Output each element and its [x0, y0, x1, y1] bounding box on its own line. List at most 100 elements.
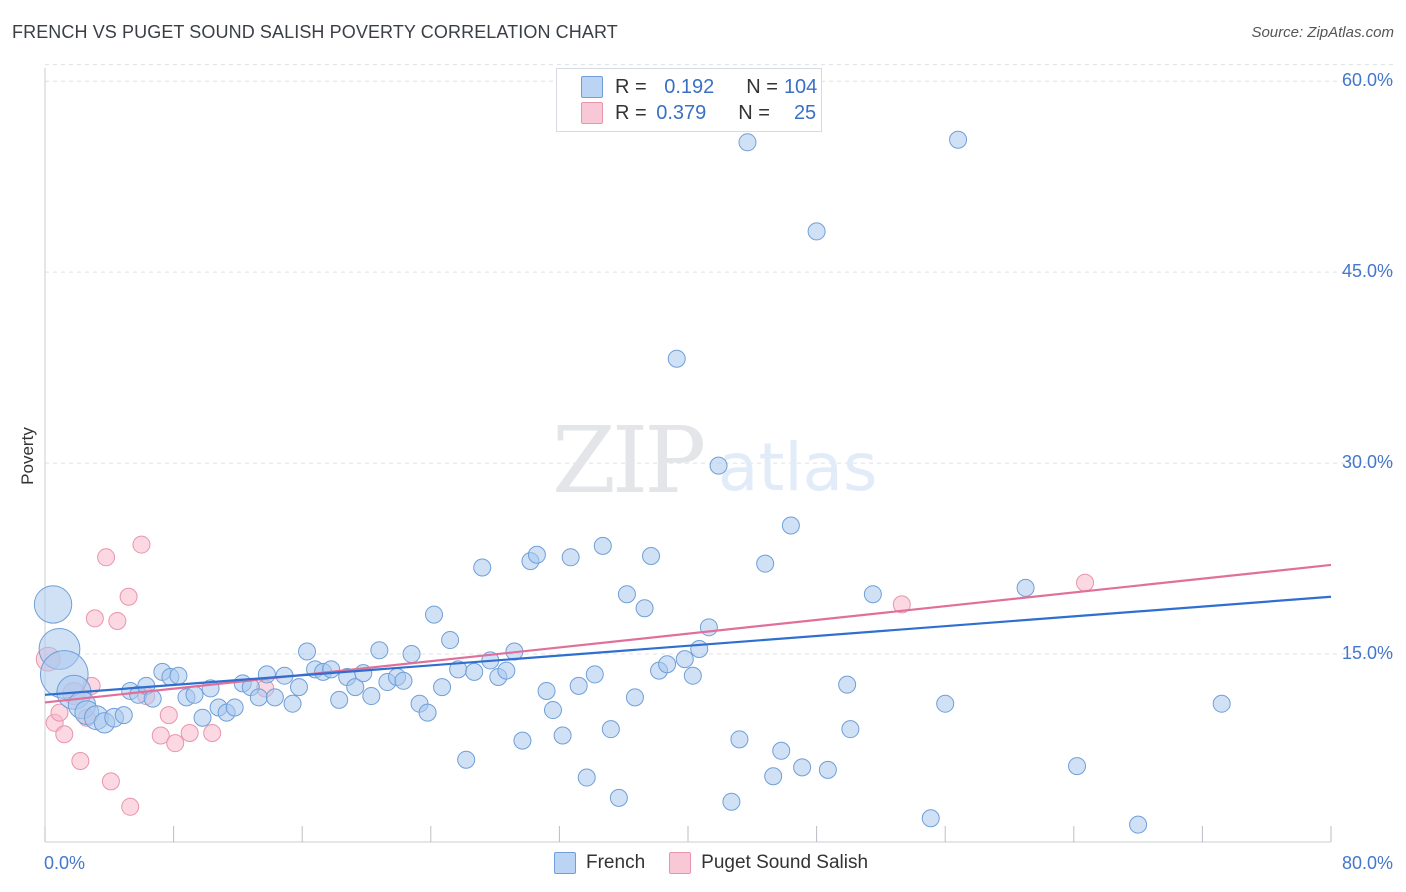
french-point — [114, 706, 133, 725]
french-point — [1016, 578, 1035, 597]
french-point — [756, 554, 775, 573]
french-point — [617, 585, 636, 604]
salish-point — [108, 611, 127, 630]
series-legend: French Puget Sound Salish — [554, 852, 892, 874]
french-point — [949, 130, 968, 149]
salish-point — [151, 726, 170, 745]
french-point — [465, 662, 484, 681]
french-point — [497, 661, 516, 680]
french-point — [863, 585, 882, 604]
watermark-zip: ZIP — [552, 407, 703, 514]
salish-n-label: N = — [738, 101, 770, 124]
salish-point — [1076, 573, 1095, 592]
french-point — [543, 701, 562, 720]
french-point — [635, 599, 654, 618]
french-point — [225, 698, 244, 717]
salish-point — [203, 723, 222, 742]
french-point — [330, 690, 349, 709]
french-point — [561, 548, 580, 567]
salish-swatch — [581, 102, 603, 124]
y-tick-label: 60.0% — [1342, 70, 1393, 90]
french-point — [841, 720, 860, 739]
french-point — [346, 678, 365, 697]
grid-lines — [45, 64, 1395, 655]
french-point — [936, 694, 955, 713]
french-point — [593, 536, 612, 555]
french-r-label: R = — [615, 75, 647, 98]
y-axis-label: Poverty — [18, 427, 37, 485]
french-point — [362, 687, 381, 706]
french-point — [838, 675, 857, 694]
french-point — [370, 641, 389, 660]
french-point — [441, 631, 460, 650]
salish-point — [50, 703, 69, 722]
salish-r-value: 0.379 — [656, 101, 707, 124]
french-point — [818, 760, 837, 779]
salish-point — [71, 751, 90, 770]
french-point — [527, 545, 546, 564]
salish-point — [166, 734, 185, 753]
french-swatch — [581, 76, 603, 98]
salish-point — [97, 548, 116, 567]
salish-legend-swatch — [669, 852, 692, 874]
y-tick-label: 15.0% — [1342, 643, 1393, 663]
salish-r-label: R = — [615, 101, 647, 124]
french-r-value: 0.192 — [664, 75, 715, 98]
salish-point — [55, 725, 74, 744]
french-point — [249, 688, 268, 707]
salish-n-value: 25 — [793, 101, 817, 124]
french-point — [193, 708, 212, 727]
legend-row-french: R = 0.192 N = 104 — [581, 75, 817, 99]
french-point — [667, 349, 686, 368]
legend-item-french[interactable]: French — [554, 852, 645, 874]
french-point — [730, 730, 749, 749]
trend-lines — [44, 563, 1332, 704]
axes — [44, 68, 1332, 843]
y-tick-label: 45.0% — [1342, 261, 1393, 281]
x-tick-label: 80.0% — [1342, 853, 1393, 873]
salish-legend-label: Puget Sound Salish — [701, 852, 869, 873]
french-legend-label: French — [586, 852, 646, 873]
french-point — [722, 792, 741, 811]
french-point — [425, 605, 444, 624]
legend-item-salish[interactable]: Puget Sound Salish — [669, 852, 868, 874]
french-point — [322, 660, 341, 679]
watermark-atlas: atlas — [718, 429, 878, 506]
salish-point — [121, 797, 140, 816]
french-point — [143, 689, 162, 708]
x-tick-labels: 0.0% 80.0% — [44, 853, 1393, 873]
y-tick-labels: 15.0% 30.0% 45.0% 60.0% — [1342, 70, 1393, 663]
french-legend-swatch — [554, 852, 576, 874]
french-point — [683, 666, 702, 685]
french-point — [33, 585, 73, 624]
french-point — [764, 767, 783, 786]
french-point — [402, 645, 421, 664]
french-n-label: N = — [746, 75, 778, 98]
series-puget-sound-salish — [35, 535, 1095, 816]
french-point — [265, 688, 284, 707]
french-trend-line — [44, 595, 1332, 696]
french-point — [513, 731, 532, 750]
salish-point — [85, 609, 104, 628]
french-point — [577, 768, 596, 787]
salish-point — [132, 535, 151, 554]
french-point — [473, 558, 492, 577]
french-point — [781, 516, 800, 535]
salish-point — [159, 706, 178, 725]
french-point — [298, 642, 317, 661]
source-label: Source: ZipAtlas.com — [1251, 24, 1394, 41]
salish-point — [180, 723, 199, 742]
french-point — [283, 694, 302, 713]
salish-point — [101, 772, 120, 791]
french-point — [601, 720, 620, 739]
french-point — [642, 547, 661, 566]
french-point — [1068, 757, 1087, 776]
french-n-value: 104 — [783, 75, 818, 98]
french-point — [185, 685, 204, 704]
french-point — [699, 618, 718, 637]
french-point — [569, 676, 588, 695]
french-point — [921, 809, 940, 828]
series-french — [33, 130, 1231, 834]
stats-legend: R = 0.192 N = 104 R = 0.379 N = 25 — [556, 68, 822, 132]
